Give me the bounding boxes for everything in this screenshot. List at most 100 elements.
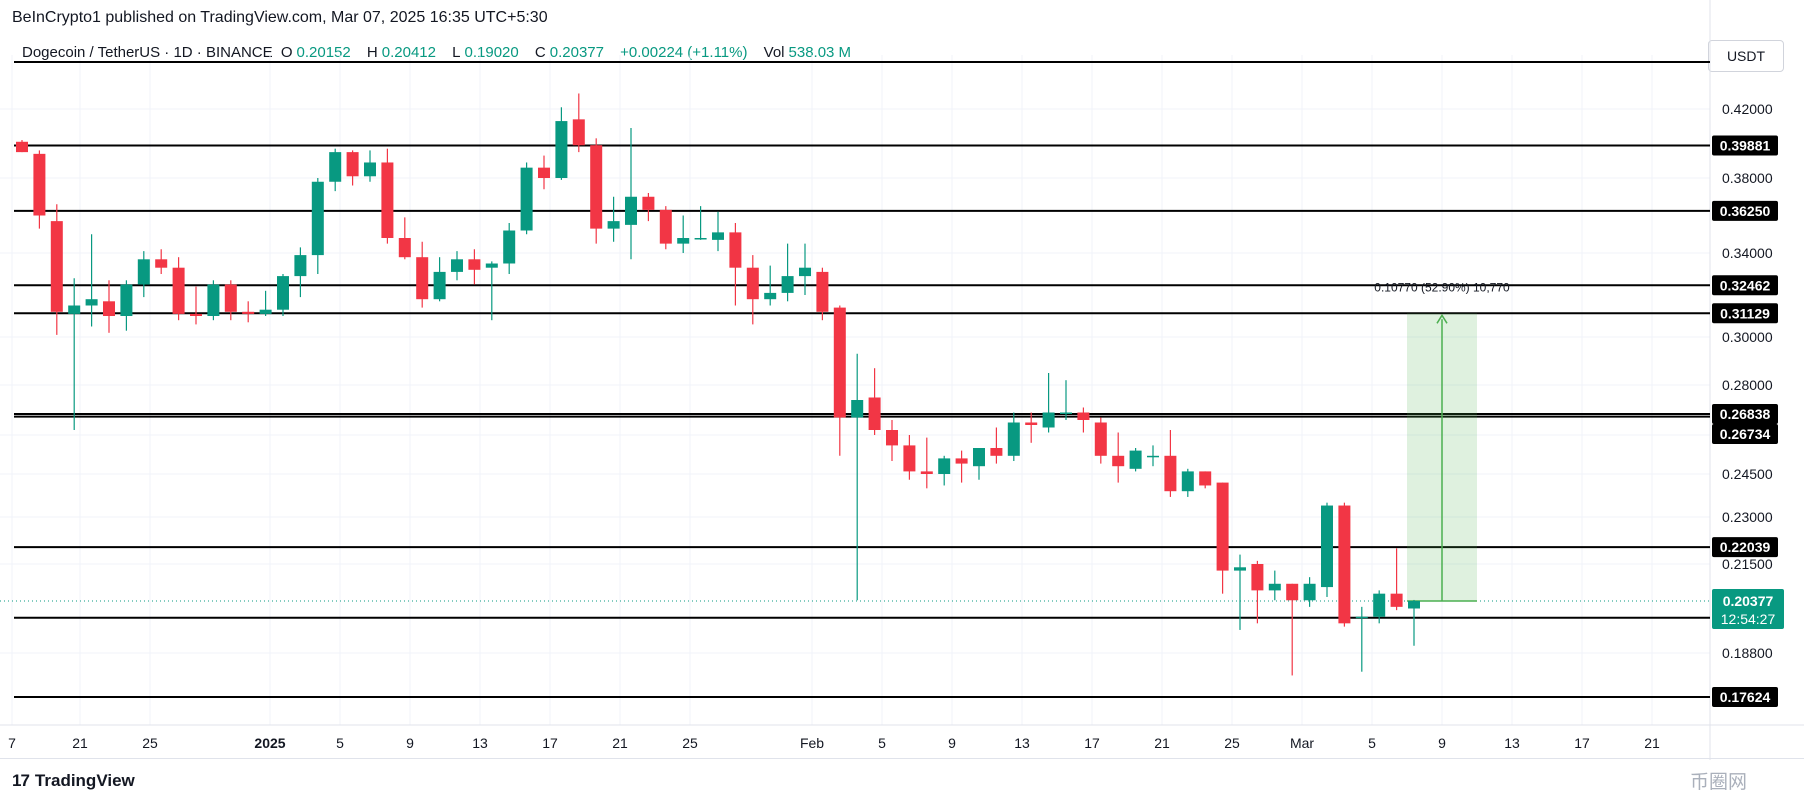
projection-label: 0.10770 (52.90%) 10,770 — [1374, 280, 1510, 294]
open-label: O — [280, 44, 293, 61]
candle-body — [190, 313, 202, 316]
candle-body — [1390, 593, 1403, 607]
level-price-text: 0.26734 — [1720, 426, 1771, 442]
low-value: 0.19020 — [464, 44, 519, 61]
time-tick-label: 13 — [1504, 735, 1520, 751]
time-tick-label: 9 — [406, 735, 414, 751]
close-label: C — [534, 44, 546, 61]
candle-body — [416, 257, 429, 300]
footer: 17 TradingView 币圈网 — [0, 758, 1804, 804]
price-chart[interactable]: 0.10770 (52.90%) 10,770 0.42000 0.38000 0.… — [0, 0, 1804, 760]
candle-body — [607, 221, 620, 229]
candle-body — [886, 430, 898, 446]
price-tick-label: 0.34000 — [1722, 245, 1773, 261]
volume-value: 538.03 M — [788, 44, 852, 61]
candle-body — [433, 271, 446, 300]
level-price-text: 0.36250 — [1720, 203, 1771, 219]
level-price-tag — [1712, 200, 1778, 221]
candle-body — [1251, 564, 1264, 591]
projection-layer: 0.10770 (52.90%) 10,770 — [1374, 280, 1510, 602]
candle-body — [1025, 422, 1038, 425]
price-axis: 0.420000.380000.340000.300000.280000.260… — [1712, 101, 1784, 707]
currency-button[interactable]: USDT — [1708, 40, 1784, 72]
level-price-tag — [1712, 275, 1778, 296]
time-tick-label: 21 — [612, 735, 628, 751]
candle-body — [1408, 600, 1420, 609]
candle-body — [1042, 412, 1055, 428]
candle-body — [259, 309, 272, 314]
open-value: 0.20152 — [296, 44, 351, 61]
symbol-legend: Dogecoin / TetherUS · 1D · BINANCE O 0.20… — [22, 44, 863, 61]
time-tick-label: 5 — [878, 735, 886, 751]
level-price-tag — [1712, 404, 1778, 425]
level-price-text: 0.32462 — [1720, 277, 1771, 293]
level-price-tag — [1712, 687, 1778, 707]
level-price-tag — [1712, 135, 1778, 156]
price-tick-label: 0.24500 — [1722, 466, 1773, 482]
time-tick-label: 17 — [542, 735, 558, 751]
candle-body — [172, 267, 185, 314]
current-price-text: 0.20377 — [1723, 593, 1774, 609]
time-tick-label: Mar — [1290, 735, 1314, 751]
projection-arrow-head — [1436, 313, 1448, 324]
price-tick-label: 0.30000 — [1722, 329, 1773, 345]
time-tick-label: 7 — [8, 735, 16, 751]
candle-body — [816, 271, 829, 312]
tradingview-logo[interactable]: 17 TradingView — [12, 771, 135, 791]
candle-body — [1216, 482, 1229, 571]
candle-body — [1268, 583, 1281, 591]
price-tick-label: 0.28000 — [1722, 377, 1773, 393]
candle-body — [955, 458, 968, 464]
brand-name: TradingView — [34, 771, 135, 790]
candle-body — [1234, 567, 1246, 571]
time-tick-label: 17 — [1084, 735, 1100, 751]
candle-body — [1112, 455, 1125, 467]
candle-body — [398, 238, 411, 258]
candle-body — [555, 121, 568, 178]
candle-body — [485, 263, 498, 268]
candle-body — [712, 232, 724, 240]
candle-body — [155, 259, 168, 268]
candle-body — [242, 311, 255, 314]
level-price-tag — [1712, 303, 1778, 324]
time-tick-label: 13 — [472, 735, 488, 751]
candle-body — [503, 230, 516, 264]
change-value: +0.00224 (+1.11%) — [620, 44, 748, 61]
candle-body — [833, 307, 846, 418]
candle-body — [625, 196, 637, 225]
candle-body — [1286, 583, 1299, 601]
time-tick-label: 2025 — [254, 735, 285, 751]
high-label: H — [366, 44, 378, 61]
candle-body — [16, 141, 28, 153]
time-tick-label: 25 — [1224, 735, 1240, 751]
candle-body — [120, 284, 133, 316]
candle-body — [1199, 471, 1212, 486]
candles-layer — [16, 93, 1420, 676]
candle-body — [85, 299, 98, 306]
candle-body — [311, 181, 324, 256]
volume-label: Vol — [763, 44, 785, 61]
candle-body — [1338, 505, 1351, 624]
candle-body — [1355, 616, 1368, 619]
time-axis: 7 21 25 2025 5 9 13 17 21 25 Feb 5 9 13 17 21 25 Mar 5 9 13 1… — [8, 735, 1660, 751]
candle-body — [746, 267, 759, 300]
candle-body — [659, 209, 672, 244]
publish-info: BeInCrypto1 published on TradingView.com… — [12, 9, 548, 26]
price-tick-label: 0.18800 — [1722, 645, 1773, 661]
level-price-tag — [1712, 537, 1778, 558]
candle-body — [590, 145, 603, 229]
candle-body — [677, 238, 690, 244]
price-tick-label: 0.23000 — [1722, 509, 1773, 525]
watermark: 币圈网 — [1690, 772, 1748, 793]
tradingview-mark-icon: 17 — [12, 771, 30, 790]
level-price-text: 0.26838 — [1720, 406, 1771, 422]
level-price-text: 0.39881 — [1720, 138, 1771, 154]
time-tick-label: Feb — [800, 735, 824, 751]
symbol-name[interactable]: Dogecoin / TetherUS · 1D · BINANCE — [22, 44, 273, 61]
time-tick-label: 17 — [1574, 735, 1590, 751]
time-tick-label: 25 — [142, 735, 158, 751]
time-tick-label: 25 — [682, 735, 698, 751]
candle-body — [538, 167, 550, 178]
level-price-text: 0.17624 — [1720, 689, 1771, 705]
time-tick-label: 21 — [72, 735, 88, 751]
